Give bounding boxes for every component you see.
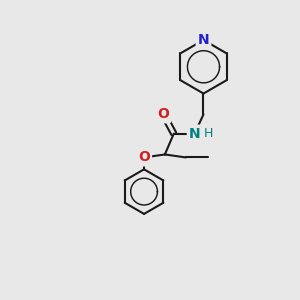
Text: O: O — [138, 150, 150, 164]
Text: N: N — [189, 127, 200, 141]
Text: H: H — [203, 127, 213, 140]
Text: O: O — [158, 107, 169, 121]
Text: N: N — [198, 33, 209, 47]
